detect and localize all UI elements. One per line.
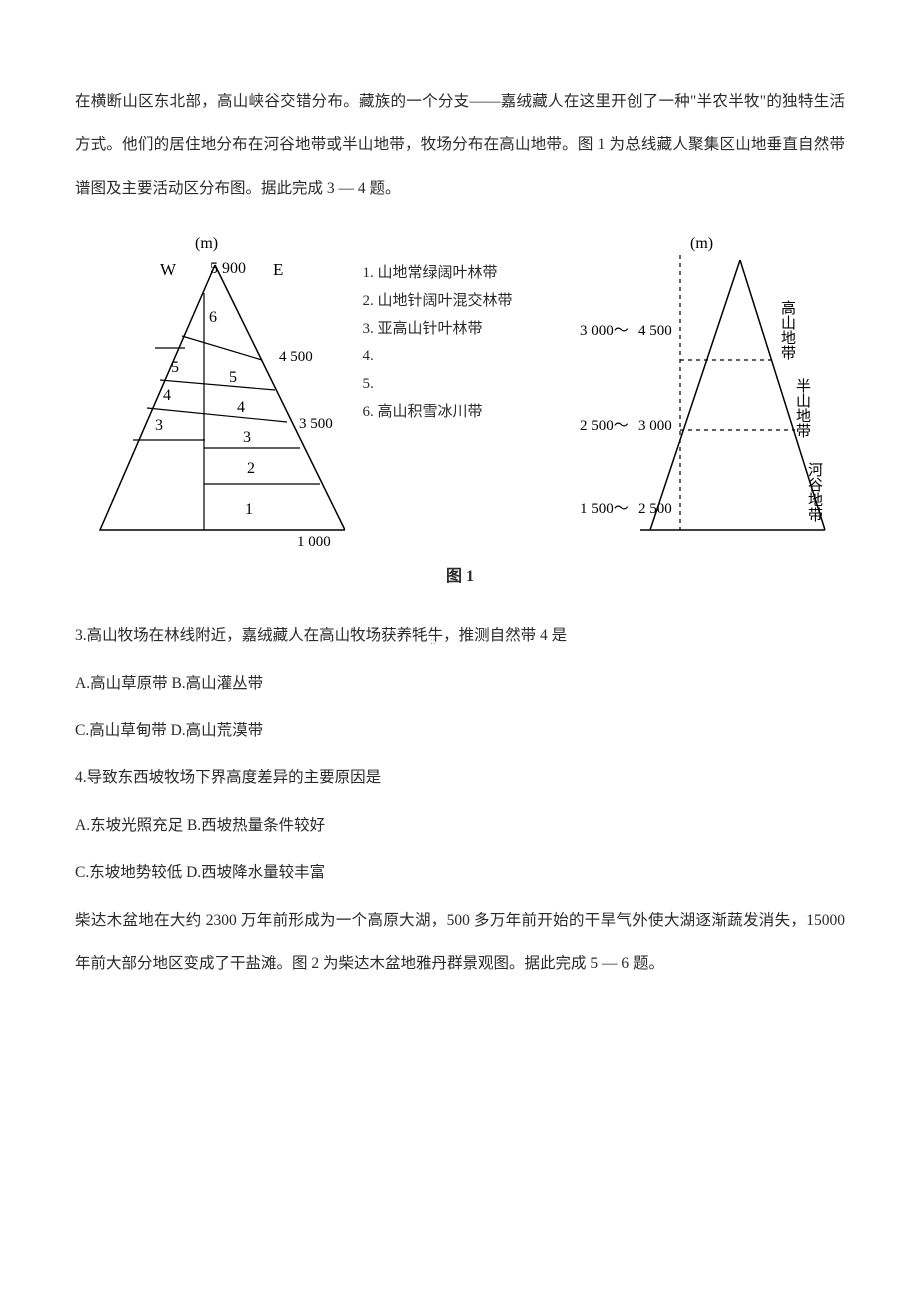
watermark-icon: :: bbox=[430, 636, 436, 647]
intro-paragraph: 在横断山区东北部，高山峡谷交错分布。藏族的一个分支——嘉绒藏人在这里开创了一种"… bbox=[75, 80, 845, 210]
legend: 1. 山地常绿阔叶林带 2. 山地针阔叶混交林带 3. 亚高山针叶林带 4. 5… bbox=[363, 260, 563, 427]
q3-stem: 3.高山牧场在林线附近，嘉绒藏人在高山牧场获养牦牛，推测自然带 4 是 bbox=[75, 614, 845, 657]
intro2-paragraph: 柴达木盆地在大约 2300 万年前形成为一个高原大湖，500 多万年前开始的干旱… bbox=[75, 899, 845, 986]
q3-line2: C.高山草甸带 D.高山荒漠带 bbox=[75, 709, 845, 752]
svg-text:高山地带: 高山地带 bbox=[779, 300, 796, 360]
unit-m-left: (m) bbox=[195, 235, 218, 252]
q4-line1: A.东坡光照充足 B.西坡热量条件较好 bbox=[75, 804, 845, 847]
svg-text:2 500～: 2 500～ bbox=[580, 418, 629, 434]
legend-item-6: 6. 高山积雪冰川带 bbox=[363, 399, 563, 427]
svg-text:2: 2 bbox=[247, 460, 255, 477]
label-w: W bbox=[160, 260, 177, 279]
legend-item-4: 4. bbox=[363, 343, 563, 371]
alt-1000: 1 000 bbox=[297, 534, 331, 550]
triangle-left-slope bbox=[100, 265, 345, 530]
alt-5900: 5 900 bbox=[210, 260, 246, 277]
svg-text:半山地带: 半山地带 bbox=[794, 378, 811, 438]
figure-1-container: W E (m) 5 900 4 500 3 500 bbox=[75, 230, 845, 550]
svg-text:3 000: 3 000 bbox=[638, 418, 672, 434]
svg-text:6: 6 bbox=[209, 309, 217, 326]
svg-text:4: 4 bbox=[237, 399, 245, 416]
svg-text:2 500: 2 500 bbox=[638, 501, 672, 517]
q4-line2: C.东坡地势较低 D.西坡降水量较丰富 bbox=[75, 851, 845, 894]
alt-3500: 3 500 bbox=[299, 416, 333, 432]
svg-text:1: 1 bbox=[245, 501, 253, 518]
activity-zone-diagram: (m) 3 000～ 4 500 2 500～ 3 000 1 500～ 2 5… bbox=[580, 230, 835, 550]
svg-text:河谷地带: 河谷地带 bbox=[806, 462, 823, 522]
triangle-right-slope bbox=[215, 265, 345, 530]
svg-text:3: 3 bbox=[243, 429, 251, 446]
svg-text:4: 4 bbox=[163, 387, 171, 404]
legend-item-2: 2. 山地针阔叶混交林带 bbox=[363, 288, 563, 316]
figure-caption: 图 1 bbox=[75, 562, 845, 586]
svg-text:5: 5 bbox=[171, 359, 179, 376]
svg-text:1 500～: 1 500～ bbox=[580, 501, 629, 517]
unit-m-right: (m) bbox=[690, 235, 713, 252]
alt-4500: 4 500 bbox=[279, 349, 313, 365]
legend-item-5: 5. bbox=[363, 371, 563, 399]
svg-text:5: 5 bbox=[229, 369, 237, 386]
legend-item-1: 1. 山地常绿阔叶林带 bbox=[363, 260, 563, 288]
vertical-band-diagram: W E (m) 5 900 4 500 3 500 bbox=[85, 230, 345, 550]
q3-line1: A.高山草原带 B.高山灌丛带 bbox=[75, 662, 845, 705]
svg-text:3: 3 bbox=[155, 417, 163, 434]
legend-item-3: 3. 亚高山针叶林带 bbox=[363, 316, 563, 344]
svg-text:4 500: 4 500 bbox=[638, 323, 672, 339]
label-e: E bbox=[273, 260, 283, 279]
svg-text:3 000～: 3 000～ bbox=[580, 323, 629, 339]
q4-stem: 4.导致东西坡牧场下界高度差异的主要原因是 bbox=[75, 756, 845, 799]
